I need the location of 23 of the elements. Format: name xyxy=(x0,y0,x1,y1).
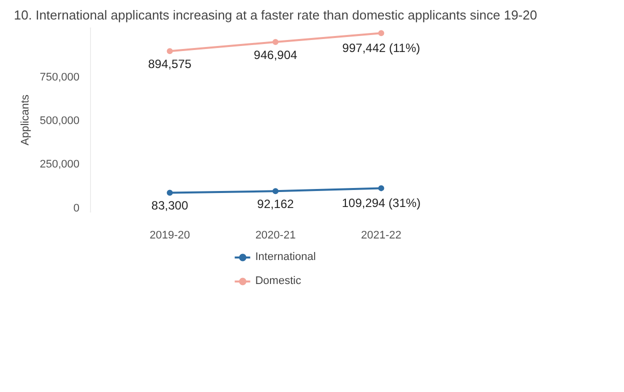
data-label: 92,162 xyxy=(257,197,294,212)
x-tick-label: 2019-20 xyxy=(150,230,190,242)
legend-label: International xyxy=(255,250,316,262)
y-tick-label: 0 xyxy=(73,202,80,214)
data-label: 109,294 (31%) xyxy=(342,196,421,210)
point xyxy=(166,190,173,196)
y-tick-label: 250,000 xyxy=(40,158,80,171)
y-axis-title: Applicants xyxy=(20,94,32,146)
data-label: 894,575 xyxy=(148,57,192,72)
data-label: 946,904 xyxy=(254,48,298,62)
data-label: 83,300 xyxy=(151,198,188,213)
legend-label: Domestic xyxy=(255,274,302,286)
y-tick-label: 750,000 xyxy=(40,71,80,84)
point xyxy=(272,188,278,194)
point xyxy=(378,30,384,36)
data-label: 997,442 (11%) xyxy=(342,41,420,56)
x-tick-label: 2021-22 xyxy=(361,230,402,242)
x-tick-label: 2020-21 xyxy=(255,230,296,242)
y-tick-label: 500,000 xyxy=(40,115,80,127)
point xyxy=(166,48,173,54)
point xyxy=(272,39,278,45)
chart-title: 10. International applicants increasing at a faster rate than domestic applicants since 19-20 xyxy=(14,8,538,22)
point xyxy=(378,185,384,192)
